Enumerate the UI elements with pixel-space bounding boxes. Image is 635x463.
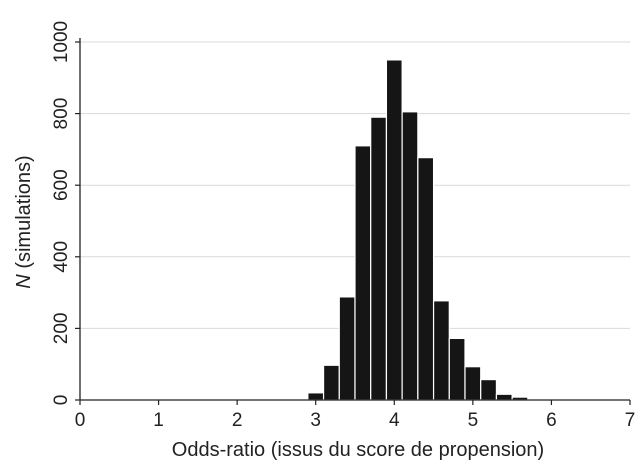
x-tick-label: 2: [232, 410, 243, 431]
y-tick-label: 0: [51, 395, 72, 406]
x-tick-label: 1: [153, 410, 164, 431]
y-tick-label: 200: [51, 313, 72, 345]
y-tick-label: 800: [51, 98, 72, 130]
axes: [79, 38, 630, 401]
histogram-bars: [307, 59, 560, 401]
y-axis-label: N (simulations): [13, 155, 35, 288]
histogram-bar: [432, 300, 450, 401]
histogram-bar: [322, 364, 340, 401]
histogram-bar: [464, 366, 482, 401]
histogram-bar: [448, 337, 466, 401]
histogram-bar: [401, 111, 419, 401]
histogram-bar: [495, 393, 513, 401]
y-tick-label: 400: [51, 241, 72, 273]
x-tick-label: 3: [310, 410, 321, 431]
x-tick-label: 0: [75, 410, 86, 431]
x-tick-label: 4: [389, 410, 400, 431]
x-axis-label: Odds-ratio (issus du score de propension…: [172, 439, 544, 461]
histogram-bar: [480, 378, 498, 401]
histogram-bar: [338, 296, 356, 401]
histogram-bar: [354, 145, 372, 401]
x-axis-ticks: 0 1 2 3 4 5 6 7: [75, 400, 635, 431]
x-tick-label: 7: [625, 410, 635, 431]
y-tick-label: 1000: [51, 21, 72, 63]
y-axis-ticks: 0 200 400 600 800 1000: [51, 21, 80, 405]
y-axis-label-rest: (simulations): [13, 155, 35, 274]
histogram-bar: [417, 157, 435, 401]
x-tick-label: 5: [468, 410, 479, 431]
x-tick-label: 6: [546, 410, 557, 431]
y-tick-label: 600: [51, 169, 72, 201]
y-axis-label-italic: N: [13, 274, 35, 289]
histogram-bar: [307, 392, 325, 401]
histogram-bar: [370, 116, 388, 401]
histogram-bar: [385, 59, 403, 401]
